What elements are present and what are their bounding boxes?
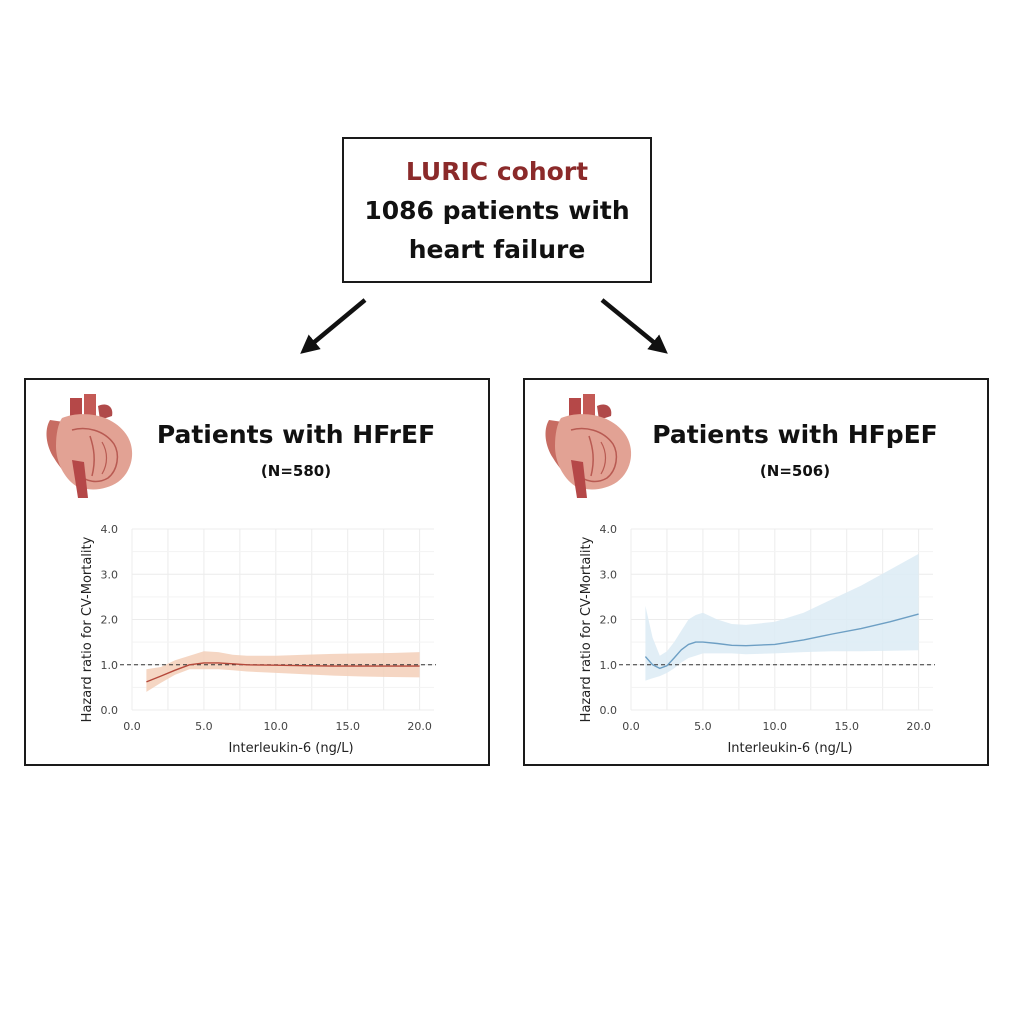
- cohort-count-line: 1086 patients with: [364, 195, 630, 225]
- y-axis-label: Hazard ratio for CV-Mortality: [80, 536, 95, 722]
- y-tick-label: 0.0: [600, 704, 618, 717]
- panel-sample-size: (N=506): [759, 462, 831, 480]
- x-tick-label: 5.0: [694, 720, 712, 733]
- x-tick-label: 15.0: [834, 720, 859, 733]
- cohort-condition-line: heart failure: [408, 234, 586, 264]
- panel-sample-size: (N=580): [260, 462, 332, 480]
- x-tick-label: 20.0: [906, 720, 931, 733]
- y-tick-label: 2.0: [101, 614, 119, 627]
- x-tick-label: 0.0: [123, 720, 141, 733]
- x-axis-label: Interleukin-6 (ng/L): [228, 741, 353, 756]
- x-tick-label: 15.0: [335, 720, 360, 733]
- x-tick-label: 0.0: [622, 720, 640, 733]
- heart-icon: [545, 394, 632, 498]
- y-tick-label: 3.0: [101, 568, 119, 581]
- y-tick-label: 0.0: [101, 704, 119, 717]
- panel-hfref: Patients with HFrEF (N=580) 0.0 1.0 2.0 3.0…: [24, 378, 490, 766]
- x-tick-label: 10.0: [763, 720, 788, 733]
- chart-hfpef: 0.0 1.0 2.0 3.0 4.0 0.0 5.0 10.0 15.0 20.0 Interle…: [579, 523, 935, 756]
- panel-hfpef: Patients with HFpEF (N=506) 0.0 1.0 2.0 3.0…: [523, 378, 989, 766]
- cohort-label: LURIC cohort: [405, 156, 589, 186]
- heart-icon: [46, 394, 133, 498]
- y-tick-label: 4.0: [600, 523, 618, 536]
- confidence-band: [645, 553, 919, 681]
- series-line: [146, 662, 420, 683]
- y-tick-label: 4.0: [101, 523, 119, 536]
- chart-hfref: 0.0 1.0 2.0 3.0 4.0 0.0 5.0 10.0 15.0 20.0 Interle…: [80, 523, 436, 756]
- y-tick-label: 2.0: [600, 614, 618, 627]
- y-axis-label: Hazard ratio for CV-Mortality: [579, 536, 594, 722]
- arrow-left: [300, 298, 367, 354]
- x-tick-label: 5.0: [195, 720, 213, 733]
- x-tick-label: 20.0: [407, 720, 432, 733]
- panel-title: Patients with HFrEF: [156, 420, 436, 449]
- cohort-box: LURIC cohort 1086 patients with heart fa…: [342, 137, 652, 283]
- x-axis-label: Interleukin-6 (ng/L): [727, 741, 852, 756]
- y-tick-label: 1.0: [600, 659, 618, 672]
- arrow-right: [600, 298, 668, 354]
- series-line: [644, 613, 919, 670]
- y-tick-label: 3.0: [600, 568, 618, 581]
- panel-title: Patients with HFpEF: [652, 420, 938, 449]
- x-tick-label: 10.0: [264, 720, 289, 733]
- y-tick-label: 1.0: [101, 659, 119, 672]
- confidence-band: [146, 651, 420, 692]
